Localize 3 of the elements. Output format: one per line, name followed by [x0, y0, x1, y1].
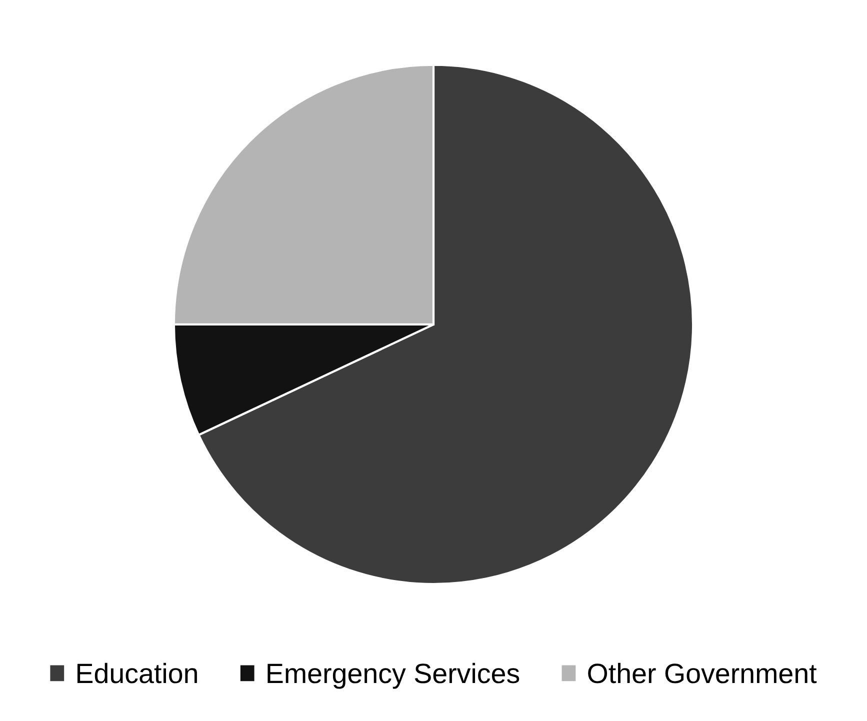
legend-label: Emergency Services [268, 662, 520, 689]
legend-label: Education [77, 662, 197, 684]
legend-label: Other Government [588, 662, 817, 684]
